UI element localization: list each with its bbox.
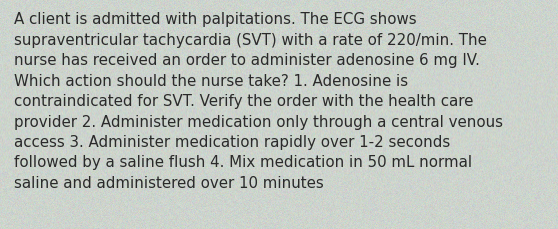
Text: A client is admitted with palpitations. The ECG shows: A client is admitted with palpitations. … bbox=[14, 12, 417, 27]
Text: contraindicated for SVT. Verify the order with the health care: contraindicated for SVT. Verify the orde… bbox=[14, 94, 473, 109]
Text: Which action should the nurse take? 1. Adenosine is: Which action should the nurse take? 1. A… bbox=[14, 73, 408, 88]
Text: supraventricular tachycardia (SVT) with a rate of 220/min. The: supraventricular tachycardia (SVT) with … bbox=[14, 32, 487, 47]
Text: access 3. Administer medication rapidly over 1-2 seconds: access 3. Administer medication rapidly … bbox=[14, 134, 450, 149]
Text: provider 2. Administer medication only through a central venous: provider 2. Administer medication only t… bbox=[14, 114, 503, 129]
Text: saline and administered over 10 minutes: saline and administered over 10 minutes bbox=[14, 175, 324, 190]
Text: nurse has received an order to administer adenosine 6 mg IV.: nurse has received an order to administe… bbox=[14, 53, 480, 68]
Text: followed by a saline flush 4. Mix medication in 50 mL normal: followed by a saline flush 4. Mix medica… bbox=[14, 155, 472, 170]
